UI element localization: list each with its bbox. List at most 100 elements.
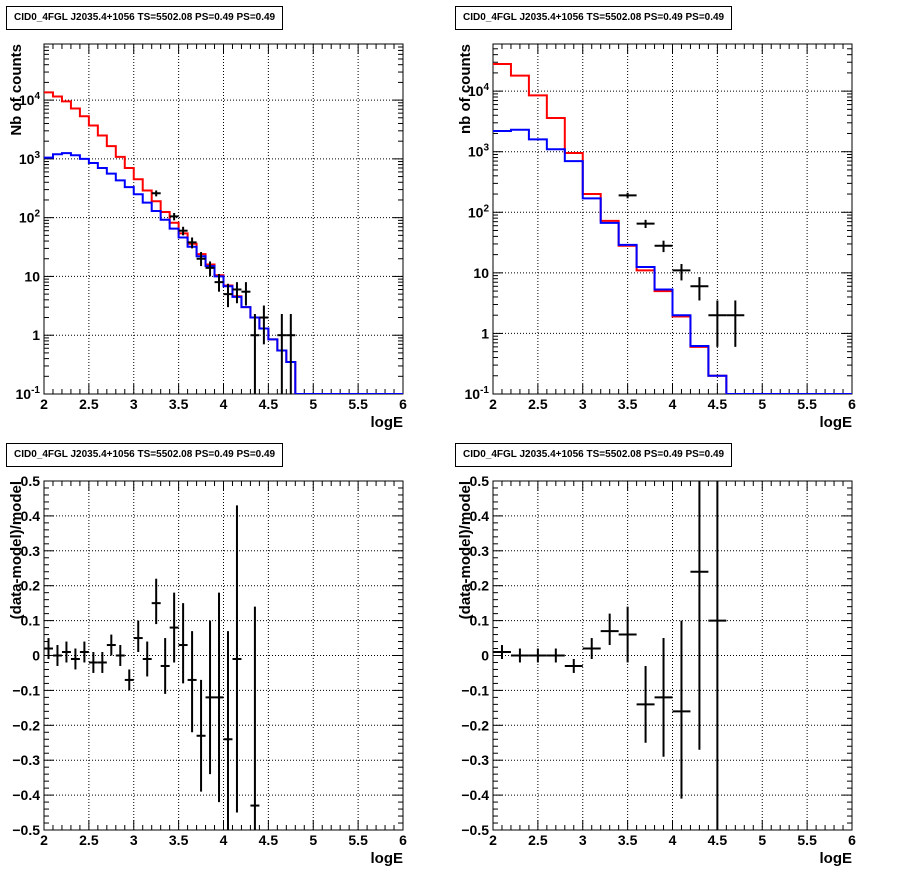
- y-tick-label: 104: [19, 91, 41, 108]
- x-axis-label: logE: [371, 850, 404, 867]
- data-point: [133, 620, 143, 653]
- chart-title: CID0_4FGL J2035.4+1056 TS=5502.08 PS=0.4…: [455, 6, 733, 30]
- y-tick-label: 103: [19, 150, 41, 167]
- data-point: [232, 505, 242, 813]
- data-point: [250, 313, 260, 394]
- data-point: [636, 665, 655, 743]
- series-source_model: [493, 128, 852, 394]
- y-tick-label: 0: [481, 648, 489, 664]
- x-tick-label: 4: [669, 396, 677, 412]
- x-axis-label: logE: [820, 850, 853, 867]
- y-axis-label: nb of counts: [457, 44, 474, 134]
- y-tick-label: 0.5: [21, 473, 41, 489]
- x-tick-label: 2: [489, 832, 497, 848]
- data-point: [636, 219, 655, 229]
- x-tick-label: 3: [130, 832, 138, 848]
- y-tick-label: 0.2: [470, 578, 490, 594]
- grid-lines: [493, 44, 852, 394]
- x-tick-label: 5: [758, 832, 766, 848]
- y-tick-label: −0.4: [461, 787, 489, 803]
- y-tick-label: 10: [24, 268, 40, 284]
- x-tick-label: 3: [579, 832, 587, 848]
- x-tick-label: 4.5: [708, 396, 728, 412]
- x-tick-label: 3.5: [169, 832, 189, 848]
- data-point: [241, 282, 251, 306]
- data-point: [564, 658, 583, 673]
- data-point: [205, 261, 215, 277]
- data-point: [493, 645, 511, 659]
- data-point: [250, 606, 260, 830]
- x-axis-label: logE: [820, 414, 853, 431]
- data-point: [672, 620, 691, 799]
- data-point: [52, 645, 62, 666]
- data-point: [232, 282, 242, 304]
- data-point: [205, 620, 215, 775]
- data-point: [726, 300, 745, 347]
- data-point: [223, 631, 233, 830]
- data-points: [618, 192, 745, 347]
- y-tick-label: −0.3: [12, 752, 40, 768]
- y-axis-label: Nb of counts: [8, 44, 25, 136]
- data-point: [708, 300, 727, 347]
- data-points: [493, 481, 727, 830]
- axis-ticks: [43, 480, 404, 831]
- y-axis-label: (data-model)/model: [8, 481, 25, 619]
- data-point: [178, 603, 188, 684]
- y-tick-label: −0.5: [12, 822, 40, 838]
- y-tick-label: 0.5: [470, 473, 490, 489]
- data-point: [106, 634, 116, 656]
- data-point: [196, 679, 206, 792]
- y-tick-label: −0.4: [12, 787, 40, 803]
- y-tick-label: 1: [32, 327, 40, 343]
- y-tick-label: 0: [32, 648, 40, 664]
- data-point: [44, 638, 53, 659]
- x-tick-label: 6: [848, 832, 856, 848]
- x-tick-label: 5: [758, 396, 766, 412]
- series-source_model: [44, 152, 403, 394]
- data-point: [187, 237, 197, 249]
- x-tick-label: 2: [40, 832, 48, 848]
- y-tick-label: 10-1: [16, 385, 41, 402]
- data-point: [223, 283, 233, 308]
- axis-ticks: [492, 480, 853, 831]
- data-point: [618, 606, 637, 663]
- y-tick-label: 10: [473, 265, 489, 281]
- data-point: [286, 313, 296, 394]
- y-tick-label: 1: [481, 325, 489, 341]
- data-point: [187, 631, 197, 733]
- y-tick-label: 0.3: [21, 543, 41, 559]
- data-point: [124, 669, 134, 691]
- x-tick-label: 5.5: [797, 832, 817, 848]
- y-tick-label: −0.5: [461, 822, 489, 838]
- data-point: [169, 213, 179, 221]
- data-point: [582, 638, 601, 659]
- y-tick-label: −0.2: [12, 717, 40, 733]
- x-tick-label: 3: [130, 396, 138, 412]
- pad-residuals-fine: 2 2.5 3 3.5 4 4.5 5 5.5 6 −0.5 −0.4 −0.3 −0.2 −0.1 0 0.…: [0, 437, 449, 875]
- chart-title: CID0_4FGL J2035.4+1056 TS=5502.08 PS=0.4…: [6, 6, 284, 30]
- pad-residuals-coarse: 2 2.5 3 3.5 4 4.5 5 5.5 6 −0.5 −0.4 −0.3 −0.2 −0.1 0 0.…: [449, 437, 898, 875]
- x-tick-label: 2.5: [79, 832, 99, 848]
- chart-residuals-fine: 2 2.5 3 3.5 4 4.5 5 5.5 6 −0.5 −0.4 −0.3 −0.2 −0.1 0 0.…: [8, 473, 407, 867]
- x-tick-label: 3.5: [618, 832, 638, 848]
- y-axis-label: (data-model)/model: [457, 481, 474, 619]
- y-tick-label: 102: [19, 209, 41, 226]
- x-tick-label: 5.5: [797, 396, 817, 412]
- x-tick-label: 6: [848, 396, 856, 412]
- data-points: [151, 190, 296, 394]
- x-tick-label: 4: [220, 396, 228, 412]
- y-tick-label: −0.3: [461, 752, 489, 768]
- data-point: [115, 645, 125, 666]
- y-tick-label: −0.1: [461, 682, 489, 698]
- data-point: [160, 638, 170, 694]
- x-tick-label: 2.5: [79, 396, 99, 412]
- y-tick-label: 0.2: [21, 578, 41, 594]
- axis-ticks: [43, 43, 404, 395]
- data-point: [690, 277, 709, 301]
- x-tick-label: 4.5: [259, 396, 279, 412]
- x-tick-label: 4.5: [259, 832, 279, 848]
- pad-counts-coarse: 2 2.5 3 3.5 4 4.5 5 5.5 6 10-1 1 10 102 103 104 logE nb …: [449, 0, 898, 437]
- data-point: [690, 481, 709, 750]
- grid-lines: [44, 44, 403, 394]
- data-point: [277, 313, 287, 394]
